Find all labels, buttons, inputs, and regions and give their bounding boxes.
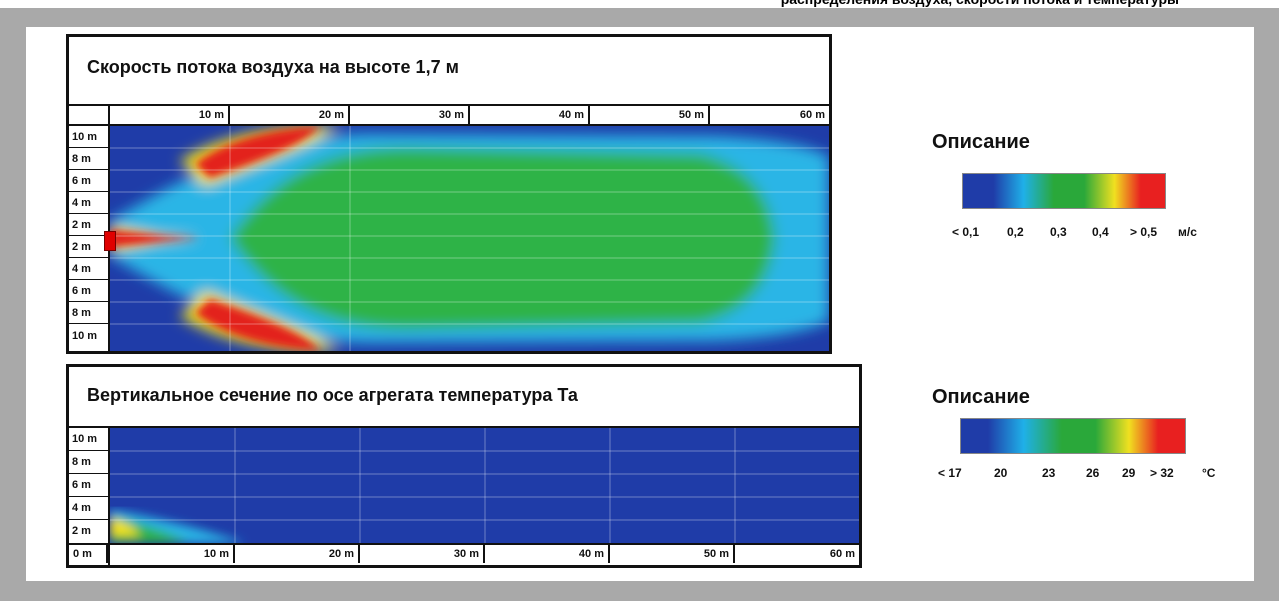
title-divider [69,426,859,428]
velocity-colorbar [962,173,1166,209]
legend-unit: м/с [1178,225,1197,239]
y-tick: 8 m [69,451,108,474]
legend-label: 26 [1086,466,1100,480]
air-inlet-marker [104,231,116,251]
x-tick: 50 m [590,106,710,124]
legend-label: < 0,1 [952,225,980,239]
x-tick: 30 m [350,106,470,124]
temperature-field-map [110,428,859,543]
y-tick: 2 m [72,525,91,537]
legend-label: 0,3 [1050,225,1067,239]
x-tick: 10 m [110,545,235,563]
x-tick: 10 m [110,106,230,124]
temperature-colorbar [960,418,1186,454]
temperature-panel-title: Вертикальное сечение по осе агрегата тем… [87,385,578,405]
temperature-x-axis: 0 m 10 m 20 m 30 m 40 m 50 m 60 m [69,545,859,565]
legend-label: 0,2 [1007,225,1024,239]
legend-label: 23 [1042,466,1056,480]
y-tick: 6 m [69,170,108,192]
x-tick: 50 m [610,545,735,563]
axis-divider [69,124,829,126]
y-tick: 4 m [69,497,108,520]
legend-title: Описание [932,131,1030,153]
top-strip: распределения воздуха, скорости потока и… [0,0,1279,8]
velocity-x-axis: 10 m 20 m 30 m 40 m 50 m 60 m [110,106,829,124]
legend-label: 29 [1122,466,1136,480]
x-tick: 60 m [799,109,825,121]
x-tick: 40 m [485,545,610,563]
velocity-panel-title: Скорость потока воздуха на высоте 1,7 м [87,57,459,77]
legend-label: < 17 [938,466,962,480]
x-tick: 60 m [829,548,855,560]
y-tick: 6 m [69,474,108,497]
y-tick: 8 m [69,148,108,170]
legend-label: 20 [994,466,1008,480]
cropped-header-text: распределения воздуха, скорости потока и… [781,0,1179,7]
y-tick: 8 m [69,302,108,324]
temperature-legend-labels: < 17 20 23 26 29 > 32 °C [938,466,1238,482]
x-tick: 20 m [235,545,360,563]
velocity-y-axis: 10 m 8 m 6 m 4 m 2 m 2 m 4 m 6 m 8 m 10 … [69,126,108,351]
y-tick: 10 m [72,330,98,342]
x-tick: 0 m [69,545,108,563]
y-tick: 10 m [69,126,108,148]
temperature-y-axis: 10 m 8 m 6 m 4 m 2 m [69,428,108,543]
legend-label: > 0,5 [1130,225,1158,239]
x-tick: 40 m [470,106,590,124]
title-divider [69,104,829,106]
y-axis-divider [108,104,110,351]
y-tick: 4 m [69,258,108,280]
x-tick: 20 m [230,106,350,124]
legend-label: > 32 [1150,466,1174,480]
legend-unit: °C [1202,466,1216,480]
legend-label: 0,4 [1092,225,1109,239]
figure-canvas: Скорость потока воздуха на высоте 1,7 м … [26,27,1254,581]
y-tick: 2 m [69,214,108,236]
temperature-panel: Вертикальное сечение по осе агрегата тем… [66,364,862,568]
velocity-legend: Описание < 0,1 0,2 0,3 0,4 > 0,5 м/с [932,131,1232,251]
velocity-legend-labels: < 0,1 0,2 0,3 0,4 > 0,5 м/с [952,225,1232,241]
y-axis-divider [108,426,110,565]
x-tick: 30 m [360,545,485,563]
velocity-field-map [110,126,829,351]
velocity-panel: Скорость потока воздуха на высоте 1,7 м … [66,34,832,354]
y-tick: 6 m [69,280,108,302]
y-tick: 2 m [69,236,108,258]
y-tick: 4 m [69,192,108,214]
temperature-legend: Описание < 17 20 23 26 29 > 32 °C [932,386,1242,496]
legend-title: Описание [932,386,1030,408]
y-tick: 10 m [69,428,108,451]
axis-divider [69,543,859,545]
